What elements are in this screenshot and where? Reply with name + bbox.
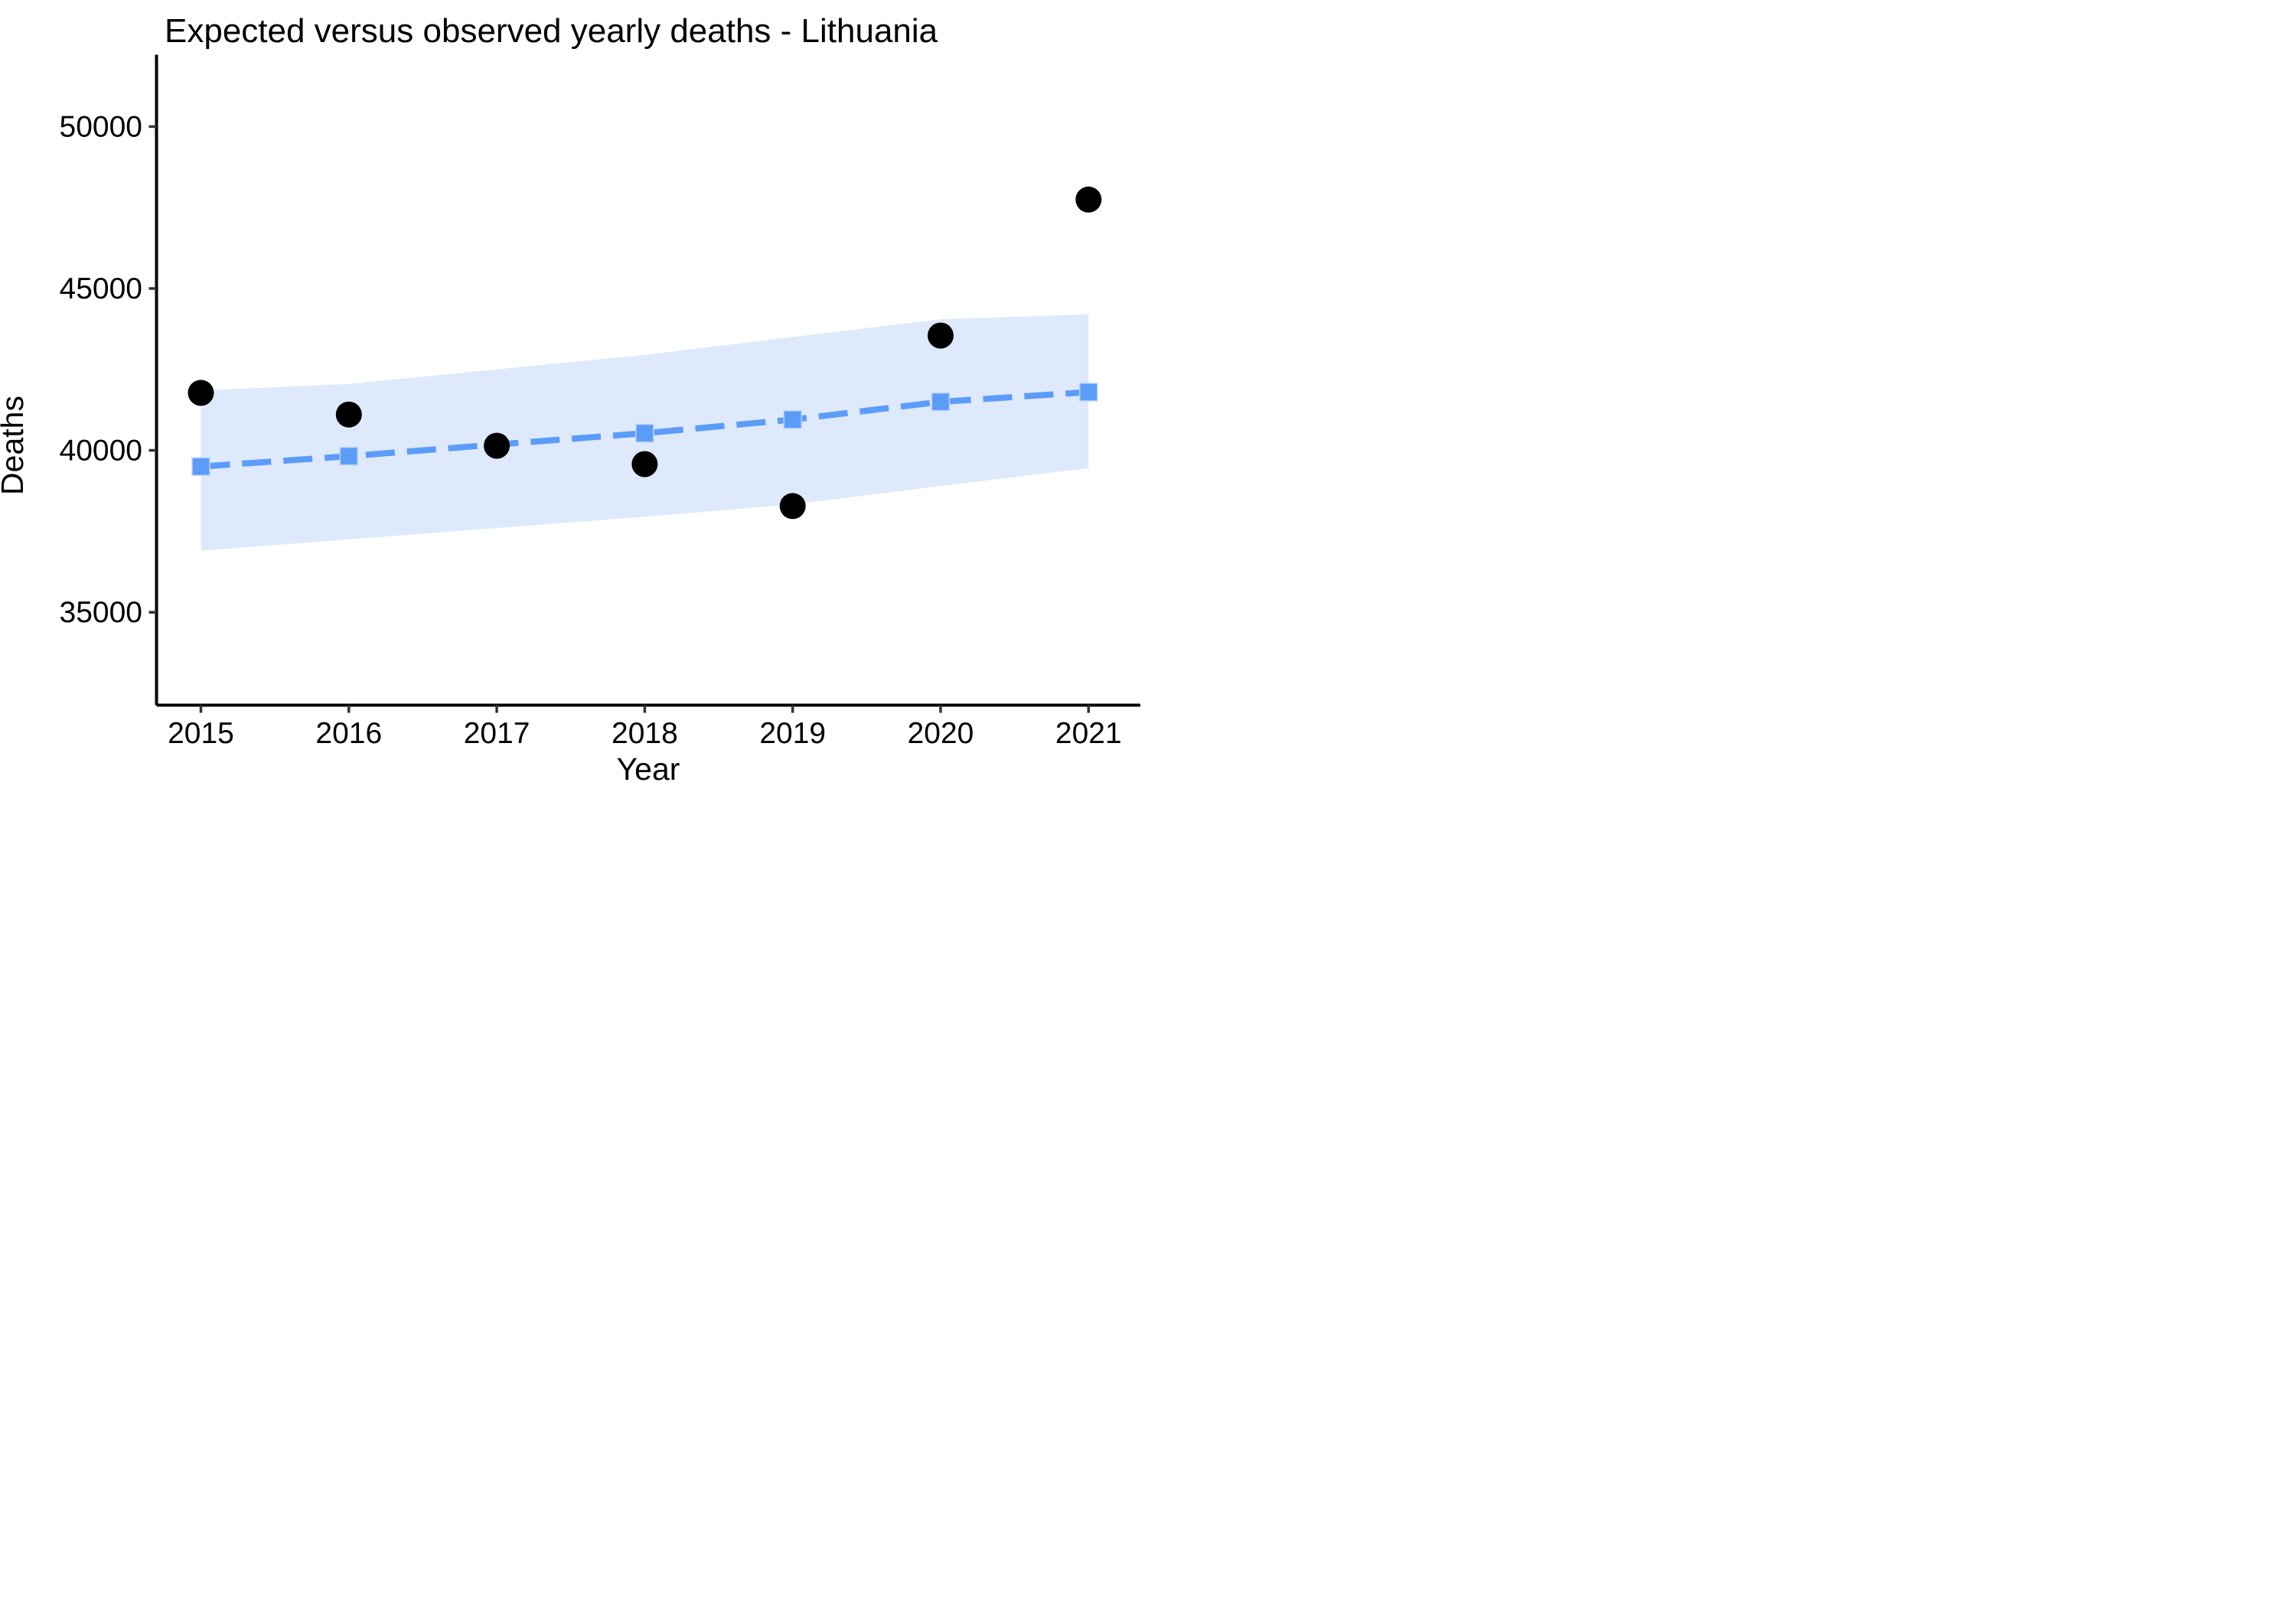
observed-point — [188, 380, 214, 406]
expected-marker-layer — [191, 383, 1098, 476]
y-tick-label: 45000 — [60, 272, 142, 305]
x-tick-label: 2015 — [168, 717, 234, 750]
observed-point — [484, 432, 510, 459]
axis-layer: 35000 40000 45000 50000 2015 2016 2017 2018 2019… — [60, 54, 1140, 750]
observed-point — [928, 322, 954, 349]
deaths-chart-svg: 35000 40000 45000 50000 2015 2016 2017 2018 2019… — [0, 12, 1140, 787]
y-tick-label: 50000 — [60, 110, 142, 143]
y-tick-label: 40000 — [60, 435, 142, 468]
expected-point — [635, 423, 654, 443]
x-tick-label: 2016 — [315, 717, 382, 750]
chart-title: Expected versus observed yearly deaths -… — [165, 12, 938, 50]
observed-point — [1075, 186, 1102, 213]
observed-point — [779, 493, 806, 520]
observed-point — [335, 401, 362, 428]
observed-point-layer — [188, 186, 1102, 520]
expected-point — [931, 392, 951, 412]
observed-point — [631, 451, 658, 478]
x-axis-title: Year — [617, 751, 680, 787]
y-axis-title: Deaths — [0, 396, 30, 495]
x-tick-label: 2018 — [612, 717, 678, 750]
y-tick-label: 35000 — [60, 596, 142, 629]
x-tick-label: 2017 — [464, 717, 530, 750]
expected-point — [339, 446, 359, 466]
chart: 35000 40000 45000 50000 2015 2016 2017 2018 2019… — [0, 0, 1148, 804]
expected-point — [191, 457, 210, 476]
x-tick-label: 2019 — [759, 717, 826, 750]
expected-point — [783, 410, 802, 429]
expected-point — [1079, 383, 1098, 402]
x-tick-label: 2021 — [1055, 717, 1122, 750]
x-tick-label: 2020 — [908, 717, 974, 750]
